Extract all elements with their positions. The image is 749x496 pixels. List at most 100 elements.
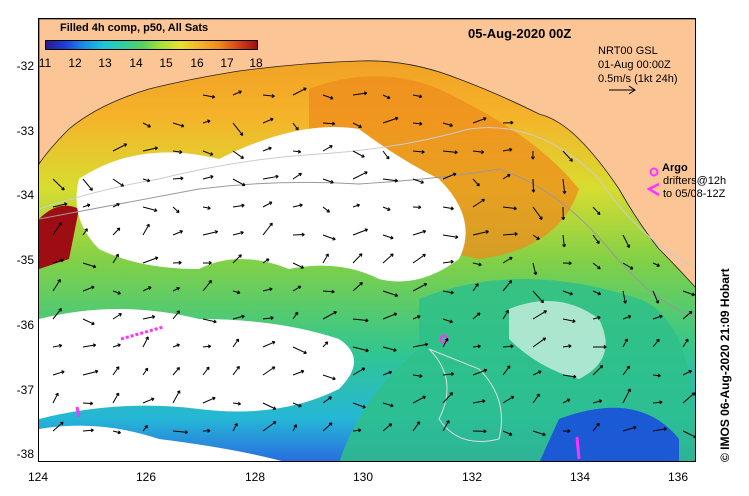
argo-legend-marker — [649, 167, 659, 177]
current-arrow — [172, 343, 180, 348]
current-arrow — [622, 262, 634, 270]
current-arrow — [202, 366, 210, 376]
current-arrow — [502, 120, 514, 125]
current-arrow — [622, 425, 637, 432]
current-arrow — [292, 402, 302, 408]
current-arrow — [82, 203, 91, 208]
current-arrow — [652, 400, 663, 405]
lon-tick-label: 134 — [569, 470, 591, 484]
current-arrow — [82, 318, 95, 326]
model-info: NRT00 GSL 01-Aug 00:00Z 0.5m/s (1kt 24h) — [598, 44, 677, 86]
current-arrow — [232, 230, 244, 236]
current-arrow — [142, 206, 158, 213]
current-arrow — [622, 290, 627, 304]
current-arrow — [262, 316, 274, 320]
current-arrow — [502, 232, 518, 236]
current-arrow — [202, 344, 212, 349]
current-arrow — [262, 201, 273, 208]
current-arrow — [352, 171, 368, 180]
current-arrow — [412, 253, 426, 264]
current-arrow — [622, 315, 632, 320]
current-arrow — [352, 203, 360, 208]
current-arrow — [142, 122, 151, 128]
current-arrow — [472, 283, 479, 292]
current-arrow — [412, 421, 421, 432]
current-arrow — [292, 87, 307, 96]
current-arrow — [292, 311, 299, 320]
current-arrow — [172, 430, 189, 435]
current-arrow — [652, 427, 668, 432]
drifter-legend-marker — [646, 182, 660, 197]
current-arrow — [561, 206, 566, 221]
current-arrow — [352, 228, 369, 236]
lat-tick-label: -37 — [16, 383, 34, 397]
drifter-legend-line: drifters@12h — [663, 175, 727, 187]
current-arrow — [292, 172, 302, 180]
current-arrow — [382, 423, 393, 432]
current-arrow — [442, 259, 454, 264]
current-arrow — [472, 150, 485, 155]
current-arrow — [292, 232, 305, 237]
current-arrow — [112, 203, 120, 208]
current-arrow — [322, 121, 336, 126]
current-arrow — [532, 234, 540, 240]
current-arrow — [502, 174, 511, 180]
sst-map-canvas — [39, 19, 695, 461]
current-arrow — [202, 206, 211, 210]
current-arrow — [262, 340, 276, 348]
current-arrow — [562, 398, 571, 404]
current-arrow — [202, 150, 214, 156]
colorbar-tick: 15 — [159, 56, 173, 70]
current-arrow — [412, 395, 426, 404]
current-arrow — [562, 374, 577, 379]
current-arrow — [52, 392, 59, 404]
current-arrow — [232, 290, 241, 295]
current-arrow — [502, 430, 513, 436]
cloud-mask-east — [509, 301, 606, 379]
current-arrow — [172, 260, 182, 265]
current-arrow — [562, 150, 573, 162]
current-arrow — [530, 150, 535, 160]
current-arrow — [532, 430, 546, 437]
current-arrow — [352, 91, 368, 96]
lat-tick-label: -33 — [16, 124, 34, 138]
current-arrow — [52, 343, 63, 348]
current-arrow — [502, 309, 509, 320]
current-arrow — [592, 399, 603, 404]
current-arrow — [352, 346, 369, 353]
current-arrow — [202, 279, 212, 292]
bathymetry-contour — [39, 127, 695, 269]
current-arrow — [172, 286, 180, 292]
current-arrow — [502, 256, 513, 264]
current-arrow — [322, 422, 333, 432]
current-arrow — [502, 344, 514, 349]
current-arrow — [412, 94, 423, 99]
current-arrow — [382, 178, 399, 183]
current-arrow — [472, 429, 487, 434]
current-arrow — [202, 94, 216, 99]
imos-credit: © IMOS 06-Aug-2020 21:09 Hobart — [718, 268, 732, 462]
current-arrow — [262, 366, 276, 376]
current-arrow — [232, 401, 242, 406]
current-arrow — [202, 230, 219, 236]
current-arrow — [82, 428, 94, 433]
model-info-line: 01-Aug 00:00Z — [598, 59, 671, 71]
current-arrow — [652, 314, 663, 320]
lon-tick-label: 130 — [352, 470, 374, 484]
current-arrow — [532, 337, 547, 348]
current-arrow — [592, 422, 600, 432]
current-arrow — [532, 290, 544, 304]
current-arrow — [142, 178, 151, 183]
current-arrow — [442, 420, 450, 432]
current-arrow — [52, 421, 64, 432]
current-arrow — [262, 146, 272, 152]
current-arrow — [172, 310, 181, 320]
legend-title: Filled 4h comp, p50, All Sats — [60, 22, 209, 34]
current-arrow — [531, 178, 536, 193]
current-arrow — [202, 428, 211, 433]
current-arrow — [592, 206, 601, 216]
current-arrow — [322, 94, 334, 100]
drifter-legend-label: drifters@12h to 05/08-12Z — [663, 175, 726, 201]
current-arrow — [52, 279, 61, 292]
current-arrow — [232, 338, 240, 348]
